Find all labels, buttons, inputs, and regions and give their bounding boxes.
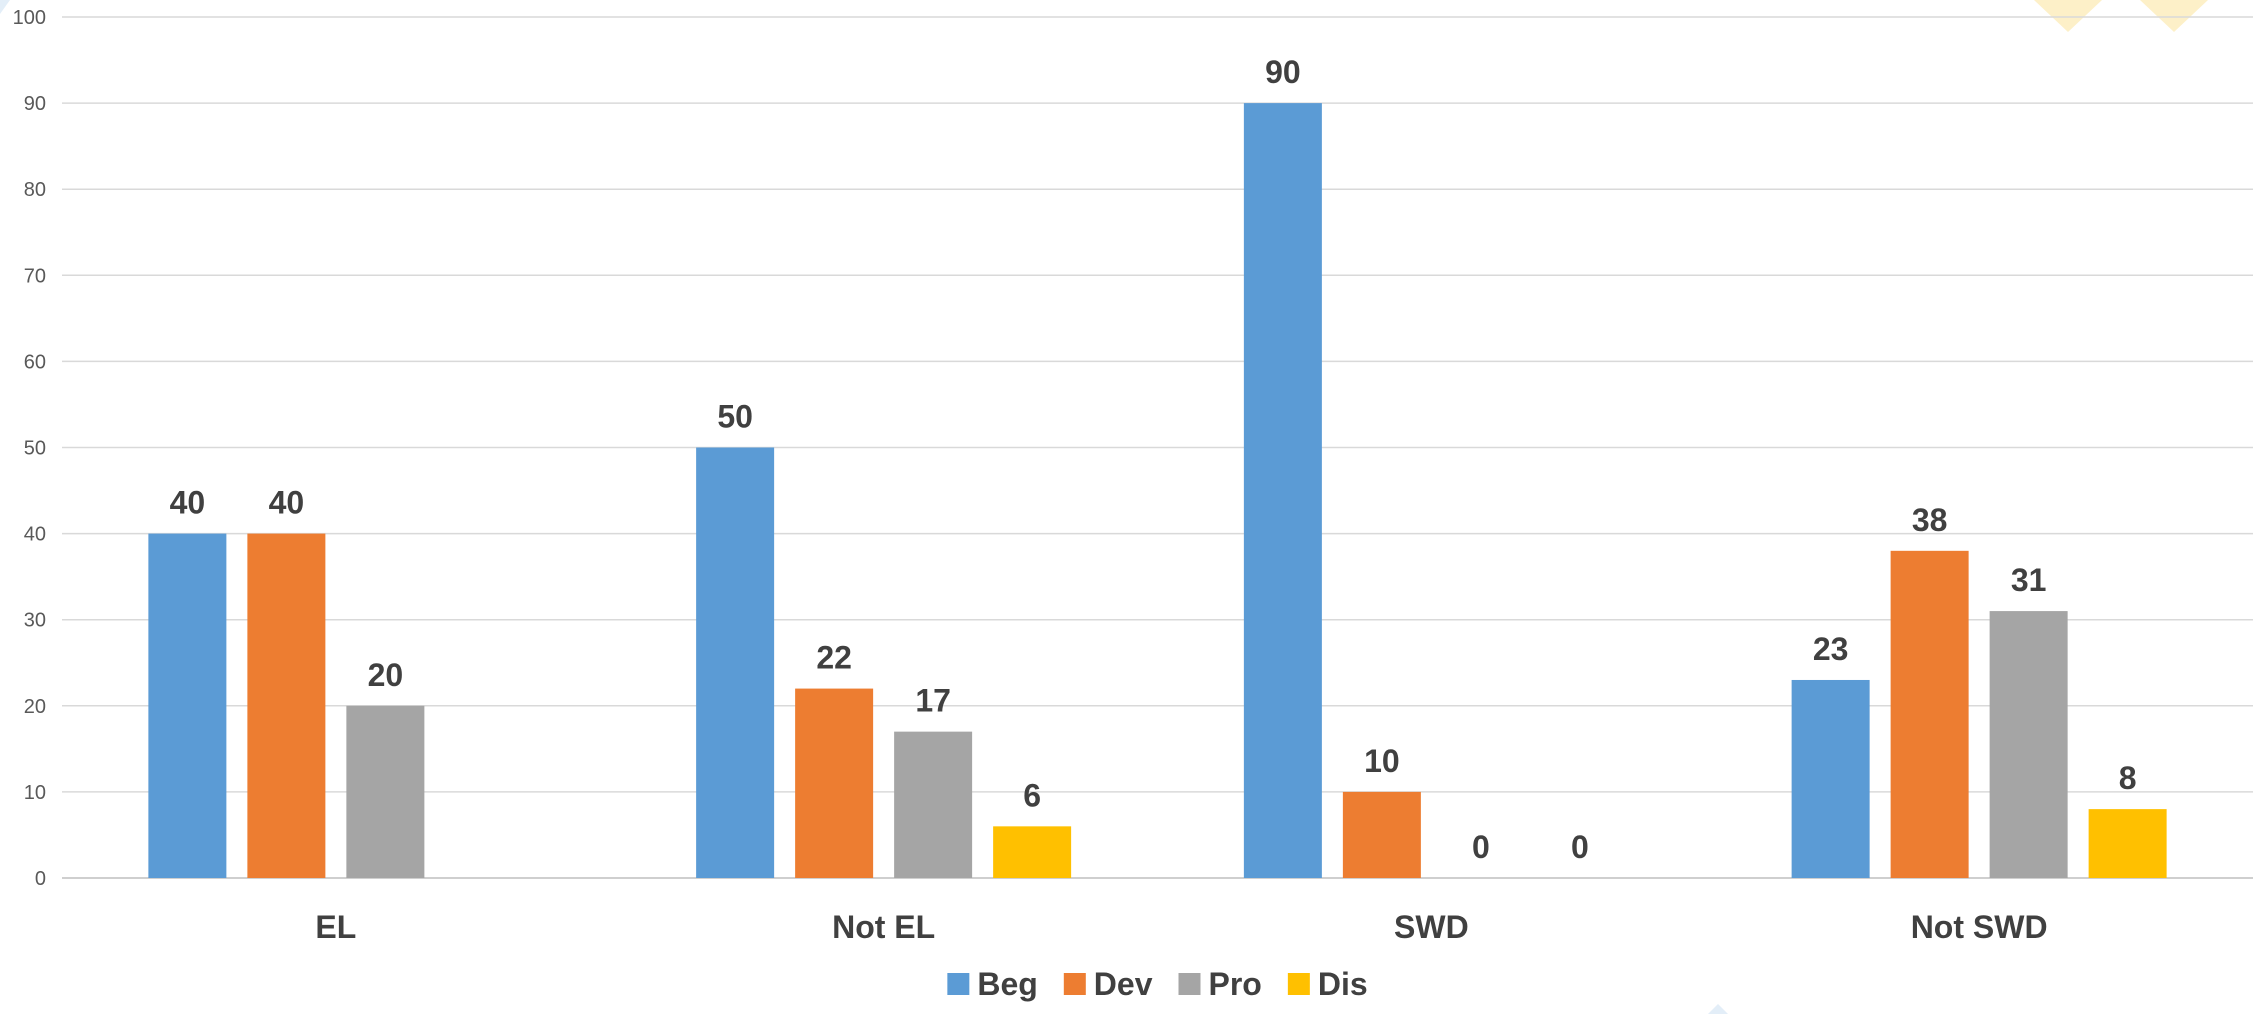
bar-pro-not-swd xyxy=(1989,611,2068,878)
legend-label-pro: Pro xyxy=(1209,966,1262,1002)
data-label: 40 xyxy=(269,485,305,521)
bar-pro-el xyxy=(346,705,425,878)
data-label: 38 xyxy=(1912,502,1948,538)
y-tick-label: 60 xyxy=(24,351,46,373)
bar-dis-not-swd xyxy=(2088,809,2167,878)
data-labels: 40 40 20 50 22 17 6 90 10 0 0 23 38 31 8 xyxy=(170,54,2137,865)
y-tick-label: 0 xyxy=(35,868,46,890)
bar-beg-not-el xyxy=(696,447,775,878)
y-tick-label: 30 xyxy=(24,610,46,632)
legend-swatch-beg xyxy=(947,973,970,995)
data-label: 90 xyxy=(1265,54,1301,90)
data-label: 31 xyxy=(2011,562,2047,598)
y-tick-label: 20 xyxy=(24,696,46,718)
x-category-label: SWD xyxy=(1394,909,1469,945)
data-label: 0 xyxy=(1472,829,1490,865)
data-label: 6 xyxy=(1023,777,1041,813)
decor-diamond-1 xyxy=(2034,0,2102,32)
decor-corner xyxy=(0,0,10,14)
gridlines xyxy=(62,16,2253,879)
x-axis: EL Not EL SWD Not SWD xyxy=(315,909,2047,945)
y-tick-label: 100 xyxy=(13,7,46,29)
bar-beg-not-swd xyxy=(1791,679,1870,878)
legend-swatch-dis xyxy=(1287,973,1310,995)
legend-label-beg: Beg xyxy=(977,966,1037,1002)
data-label: 8 xyxy=(2119,760,2137,796)
x-category-label: EL xyxy=(315,909,356,945)
data-label: 23 xyxy=(1813,631,1849,667)
y-tick-label: 50 xyxy=(24,438,46,460)
bars xyxy=(148,103,2167,879)
bar-beg-swd xyxy=(1243,103,1322,879)
y-tick-label: 80 xyxy=(24,179,46,201)
legend-swatch-pro xyxy=(1178,973,1201,995)
bar-dev-el xyxy=(247,533,326,878)
bar-dev-swd xyxy=(1342,791,1421,878)
legend-label-dis: Dis xyxy=(1318,966,1368,1002)
data-label: 17 xyxy=(915,683,951,719)
legend-swatch-dev xyxy=(1063,973,1086,995)
bar-dev-not-swd xyxy=(1890,550,1969,878)
data-label: 0 xyxy=(1571,829,1589,865)
y-tick-label: 70 xyxy=(24,265,46,287)
y-tick-label: 90 xyxy=(24,93,46,115)
data-label: 22 xyxy=(816,640,852,676)
decor-diamond-2 xyxy=(2140,0,2208,32)
data-label: 10 xyxy=(1364,743,1400,779)
x-category-label: Not SWD xyxy=(1911,909,2048,945)
decorative-shapes xyxy=(0,0,2208,1014)
bar-dev-not-el xyxy=(795,688,874,878)
data-label: 20 xyxy=(368,657,404,693)
x-category-label: Not EL xyxy=(832,909,935,945)
data-label: 40 xyxy=(170,485,206,521)
decor-bottom xyxy=(1708,1004,1728,1014)
data-label: 50 xyxy=(717,399,753,435)
y-tick-label: 40 xyxy=(24,524,46,546)
y-axis: 0 10 20 30 40 50 60 70 80 90 100 xyxy=(13,7,46,890)
bar-beg-el xyxy=(148,533,227,878)
legend: Beg Dev Pro Dis xyxy=(947,966,1368,1002)
bar-dis-not-el xyxy=(993,826,1072,878)
legend-label-dev: Dev xyxy=(1094,966,1153,1002)
bar-pro-not-el xyxy=(894,731,973,878)
y-tick-label: 10 xyxy=(24,782,46,804)
